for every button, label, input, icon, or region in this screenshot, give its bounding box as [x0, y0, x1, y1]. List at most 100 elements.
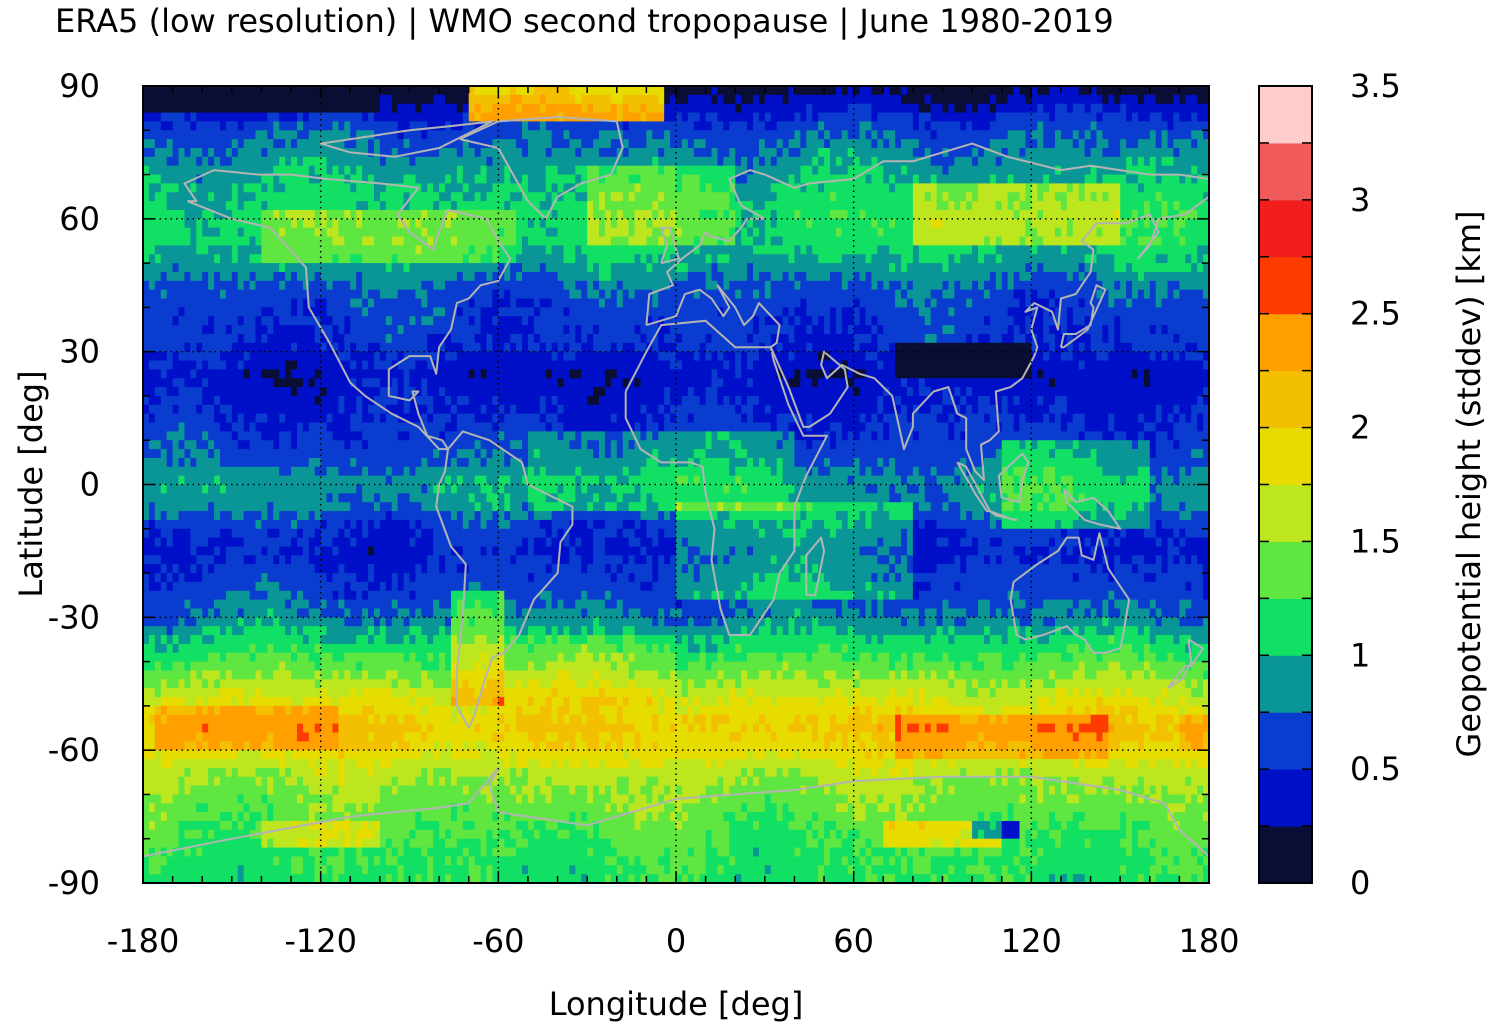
- heatmap-cell: [912, 94, 920, 105]
- heatmap-cell: [741, 316, 748, 326]
- heatmap-cell: [883, 139, 890, 149]
- heatmap-cell: [782, 245, 790, 255]
- heatmap-cell: [492, 316, 499, 326]
- heatmap-cell: [302, 112, 310, 123]
- heatmap-cell: [296, 156, 304, 167]
- heatmap-cell: [1132, 156, 1139, 167]
- heatmap-cell: [948, 271, 955, 282]
- heatmap-cell: [190, 307, 197, 317]
- heatmap-cell: [788, 271, 796, 282]
- heatmap-cell: [1137, 147, 1145, 158]
- heatmap-cell: [1025, 271, 1032, 282]
- heatmap-cell: [190, 280, 197, 291]
- heatmap-cell: [853, 280, 861, 291]
- heatmap-cell: [468, 325, 476, 335]
- heatmap-cell: [865, 227, 873, 238]
- heatmap-cell: [320, 227, 328, 238]
- heatmap-cell: [291, 94, 298, 105]
- heatmap-cell: [735, 86, 742, 96]
- heatmap-cell: [1037, 209, 1044, 220]
- heatmap-cell: [214, 86, 221, 96]
- heatmap-cell: [403, 209, 411, 220]
- heatmap-cell: [498, 165, 505, 176]
- heatmap-cell: [190, 121, 197, 131]
- heatmap-cell: [533, 209, 541, 220]
- heatmap-cell: [877, 94, 884, 105]
- heatmap-cell: [225, 156, 233, 167]
- heatmap-cell: [1025, 227, 1032, 238]
- heatmap-cell: [610, 156, 618, 167]
- heatmap-cell: [610, 298, 618, 308]
- heatmap-cell: [747, 289, 754, 300]
- heatmap-cell: [219, 271, 227, 282]
- heatmap-cell: [539, 245, 547, 255]
- heatmap-cell: [871, 121, 878, 131]
- heatmap-cell: [1203, 121, 1210, 131]
- heatmap-cell: [1132, 147, 1139, 158]
- heatmap-cell: [681, 192, 689, 202]
- heatmap-cell: [1019, 94, 1027, 105]
- heatmap-cell: [154, 130, 162, 140]
- heatmap-cell: [433, 298, 440, 308]
- heatmap-cell: [936, 236, 944, 246]
- heatmap-cell: [912, 147, 920, 158]
- heatmap-cell: [676, 280, 683, 291]
- heatmap-cell: [492, 307, 499, 317]
- heatmap-cell: [835, 280, 843, 291]
- heatmap-cell: [877, 183, 884, 193]
- heatmap-cell: [1173, 86, 1180, 96]
- heatmap-cell: [575, 227, 582, 238]
- heatmap-cell: [462, 156, 470, 167]
- heatmap-cell: [918, 298, 926, 308]
- heatmap-cell: [504, 174, 511, 185]
- heatmap-cell: [575, 174, 582, 185]
- heatmap-cell: [237, 121, 245, 131]
- heatmap-cell: [752, 86, 760, 96]
- heatmap-cell: [776, 112, 784, 123]
- heatmap-cell: [906, 94, 914, 105]
- heatmap-cell: [344, 121, 351, 131]
- heatmap-cell: [1179, 271, 1186, 282]
- heatmap-cell: [717, 103, 724, 114]
- heatmap-cell: [747, 174, 754, 185]
- heatmap-cell: [385, 94, 393, 105]
- heatmap-cell: [308, 112, 316, 123]
- heatmap-cell: [338, 218, 345, 229]
- heatmap-cell: [711, 201, 719, 211]
- heatmap-cell: [480, 174, 488, 185]
- heatmap-cell: [148, 94, 156, 105]
- heatmap-cell: [208, 121, 215, 131]
- heatmap-cell: [906, 112, 914, 123]
- heatmap-cell: [427, 289, 434, 300]
- heatmap-cell: [320, 316, 328, 326]
- heatmap-cell: [942, 139, 950, 149]
- heatmap-cell: [853, 271, 861, 282]
- heatmap-cell: [273, 192, 280, 202]
- heatmap-cell: [901, 103, 908, 114]
- heatmap-cell: [652, 316, 659, 326]
- heatmap-cell: [255, 174, 263, 185]
- heatmap-cell: [634, 112, 642, 123]
- heatmap-cell: [575, 218, 582, 229]
- heatmap-cell: [865, 121, 873, 131]
- heatmap-cell: [273, 165, 280, 176]
- heatmap-cell: [1084, 183, 1092, 193]
- heatmap-cell: [184, 271, 191, 282]
- heatmap-cell: [853, 165, 861, 176]
- heatmap-cell: [154, 307, 162, 317]
- heatmap-cell: [835, 121, 843, 131]
- heatmap-cell: [261, 139, 268, 149]
- heatmap-cell: [978, 112, 985, 123]
- heatmap-cell: [456, 325, 464, 335]
- heatmap-cell: [498, 209, 505, 220]
- heatmap-cell: [551, 183, 559, 193]
- heatmap-cell: [747, 280, 754, 291]
- heatmap-cell: [539, 271, 547, 282]
- heatmap-cell: [510, 298, 517, 308]
- heatmap-cell: [332, 121, 340, 131]
- heatmap-cell: [829, 112, 837, 123]
- heatmap-cell: [711, 121, 719, 131]
- heatmap-cell: [510, 236, 517, 246]
- heatmap-cell: [1108, 298, 1115, 308]
- heatmap-cell: [942, 156, 950, 167]
